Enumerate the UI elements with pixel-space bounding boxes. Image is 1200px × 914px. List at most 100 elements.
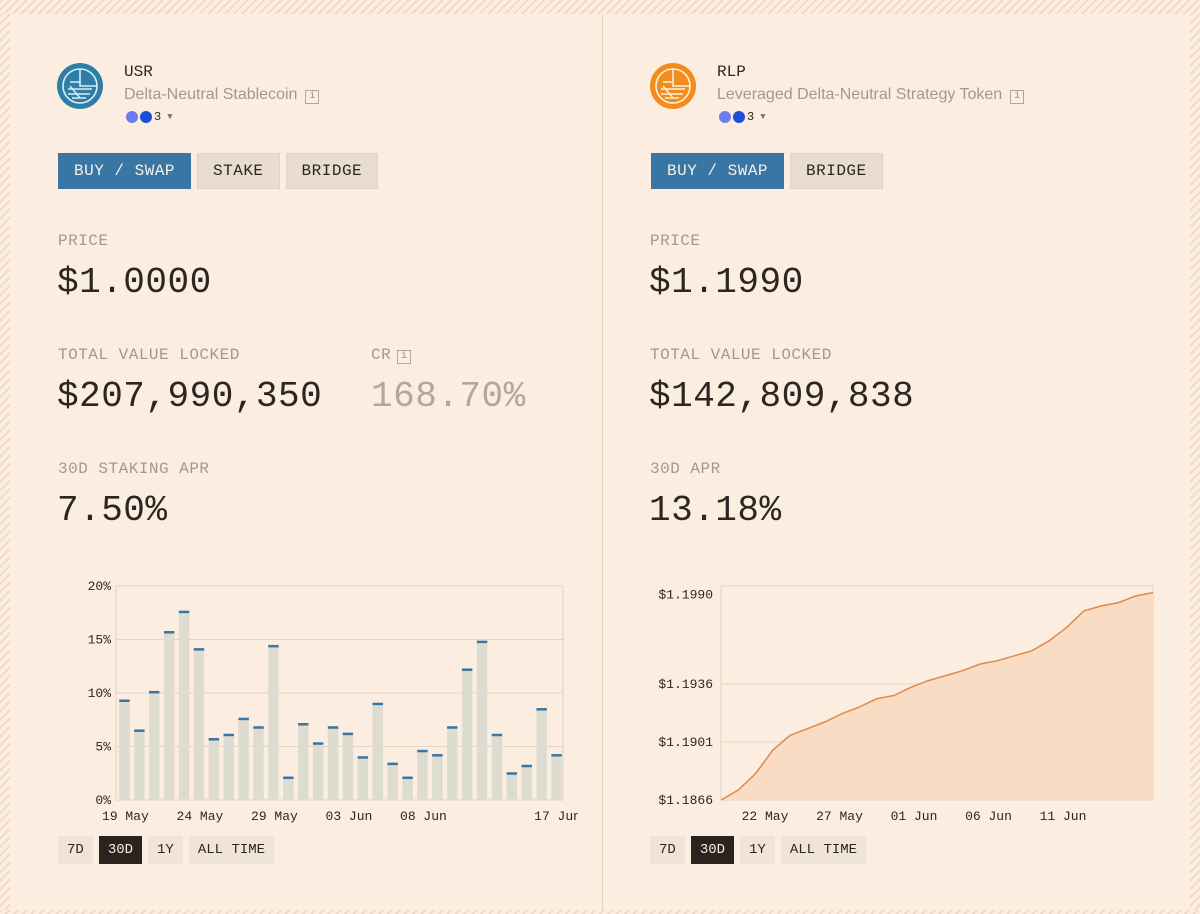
bar-cap [461,668,473,671]
bar-cap [417,749,428,753]
range-30d-button[interactable]: 30D [690,836,735,864]
usr-buy-swap-button[interactable]: BUY / SWAP [58,153,192,189]
rlp-panel: RLP Leveraged Delta-Neutral Strategy Tok… [603,14,1190,910]
rlp-apr-value: 13.18% [649,490,782,531]
rlp-chain-selector[interactable]: 3 ▼ [719,110,766,124]
bar-cap [402,776,413,780]
bar-cap [506,772,518,775]
bar-cap [253,726,264,729]
x-tick-label: 17 Jun [534,809,578,824]
usr-cr-value: 168.70% [371,376,526,417]
x-tick-label: 03 Jun [326,809,373,824]
bar [223,734,234,800]
y-tick-label: $1.1936 [658,677,713,692]
y-tick-label: $1.1990 [658,587,713,602]
bar-cap [387,762,398,766]
rlp-tvl-label: TOTAL VALUE LOCKED [650,346,832,364]
bar-cap [357,756,369,759]
bar [312,743,324,800]
x-tick-label: 29 May [251,809,298,824]
y-tick-label: 20% [88,579,112,594]
usr-cr-label: CR i [371,346,412,364]
bar [134,730,145,800]
rlp-buy-swap-button[interactable]: BUY / SWAP [651,153,785,189]
usr-stake-button[interactable]: STAKE [197,153,280,189]
bar-cap [268,644,279,648]
rlp-token-subtitle: Leveraged Delta-Neutral Strategy Token i [717,86,1025,104]
bar-cap [163,631,175,634]
bar-cap [283,776,294,780]
y-tick-label: 5% [95,740,111,755]
bar [476,641,488,800]
range-30d-button[interactable]: 30D [98,836,143,864]
x-tick-label: 27 May [816,809,863,824]
rlp-apr-label: 30D APR [650,460,721,478]
bar [193,649,205,800]
range-7d-button[interactable]: 7D [58,836,93,864]
bar [387,763,398,800]
bar [432,755,443,800]
bar-cap [432,754,443,757]
x-tick-label: 01 Jun [891,809,938,824]
bar [298,724,309,800]
base-chain-icon [140,111,152,123]
usr-apr-bar-chart: 0% 5% 10% 15% 20% 19 May 24 May 29 May 03 Jun 08 … [88,579,578,824]
info-icon[interactable]: i [397,350,412,364]
x-tick-label: 19 May [102,809,149,824]
usr-apr-value: 7.50% [57,490,168,531]
usr-action-buttons: BUY / SWAP STAKE BRIDGE [58,153,379,189]
usr-logo-icon [57,63,103,109]
rlp-bridge-button[interactable]: BRIDGE [790,153,883,189]
rlp-price-label: PRICE [650,232,701,250]
bar [178,611,190,800]
range-1y-button[interactable]: 1Y [148,836,183,864]
bar [536,709,547,800]
base-chain-icon [733,111,745,123]
usr-tvl-label: TOTAL VALUE LOCKED [58,346,240,364]
range-all-time-button[interactable]: ALL TIME [188,836,275,864]
chevron-down-icon: ▼ [167,112,173,122]
bar [357,757,369,800]
ethereum-chain-icon [126,111,138,123]
bar-cap [193,648,205,651]
x-tick-label: 22 May [742,809,789,824]
bar-cap [134,729,145,732]
right-hatch-border [1190,14,1200,914]
ethereum-chain-icon [719,111,731,123]
x-tick-label: 08 Jun [400,809,447,824]
y-tick-label: 15% [88,633,112,648]
y-tick-label: $1.1866 [658,793,713,808]
usr-chain-selector[interactable]: 3 ▼ [126,110,173,124]
bar [372,703,383,800]
bar-cap [178,610,190,614]
bar [208,739,220,800]
range-7d-button[interactable]: 7D [650,836,685,864]
info-icon[interactable]: i [305,90,320,104]
info-icon[interactable]: i [1010,90,1025,104]
range-1y-button[interactable]: 1Y [740,836,775,864]
rlp-tvl-value: $142,809,838 [649,376,915,417]
bar [253,727,264,800]
bar [163,632,175,800]
bar-cap [551,754,562,757]
bar [238,718,249,800]
bar-cap [327,726,339,729]
bar [327,727,339,800]
bar-cap [342,732,354,736]
bar-cap [372,702,383,706]
bottom-hatch-border [0,910,1200,914]
x-tick-label: 24 May [177,809,224,824]
usr-token-name: USR [124,63,153,81]
x-tick-label: 11 Jun [1040,809,1087,824]
usr-cr-label-text: CR [371,346,392,364]
bar [119,700,130,800]
bar [268,645,279,800]
bar [491,734,503,800]
usr-bridge-button[interactable]: BRIDGE [285,153,379,189]
bar [461,669,473,800]
range-all-time-button[interactable]: ALL TIME [780,836,867,864]
top-hatch-border [0,0,1200,15]
usr-tvl-value: $207,990,350 [57,376,323,417]
bar-cap [447,726,458,729]
bar [506,773,518,800]
